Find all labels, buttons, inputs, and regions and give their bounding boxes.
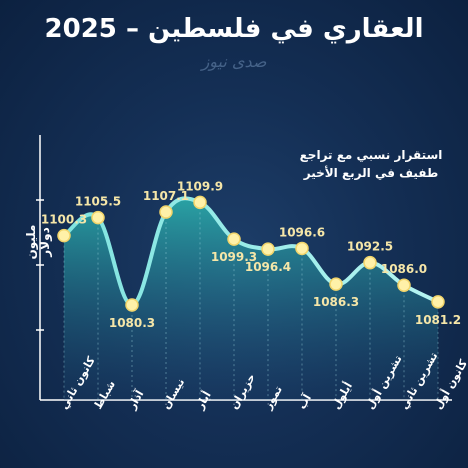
- data-point: [329, 277, 343, 291]
- data-point: [227, 232, 241, 246]
- annotation-line-1: استقرار نسبي مع تراجع: [299, 148, 443, 162]
- data-point: [159, 205, 173, 219]
- data-point: [57, 228, 71, 243]
- value-label: 1092.5: [347, 240, 393, 254]
- data-point: [125, 298, 139, 312]
- data-point: [431, 295, 445, 309]
- area-fill: [64, 198, 438, 400]
- data-point: [193, 195, 207, 210]
- value-label: 1086.3: [313, 295, 359, 309]
- chart-annotation: استقرار نسبي مع تراجع طفيف في الربع الأخ…: [296, 146, 446, 182]
- y-axis-label: مليون دولار: [24, 224, 52, 260]
- area-shape: [64, 198, 438, 400]
- value-label: 1080.3: [109, 316, 155, 330]
- annotation-line-2: طفيف في الربع الأخير: [303, 166, 439, 180]
- value-label: 1099.3: [211, 250, 257, 264]
- value-label: 1107.1: [143, 189, 189, 203]
- value-label: 1086.0: [381, 262, 427, 276]
- data-point: [91, 210, 105, 225]
- data-point: [261, 242, 275, 256]
- data-markers: [57, 195, 445, 312]
- data-point: [363, 255, 377, 270]
- value-label: 1096.4: [245, 260, 291, 274]
- value-label: 1081.2: [415, 313, 461, 327]
- x-tick-label: آب: [294, 391, 314, 411]
- value-label: 1109.9: [177, 179, 223, 193]
- watermark-logo: صدى نيوز: [201, 52, 267, 71]
- value-label: 1096.6: [279, 225, 325, 239]
- data-point: [295, 241, 309, 256]
- value-label: 1105.5: [75, 195, 121, 209]
- data-point: [397, 278, 411, 292]
- value-labels: 1100.31105.51080.31107.11109.91099.31096…: [41, 179, 461, 330]
- drop-lines: [63, 202, 439, 400]
- page-title: العقاري في فلسطين – 2025: [44, 14, 424, 44]
- value-label: 1100.3: [41, 213, 87, 227]
